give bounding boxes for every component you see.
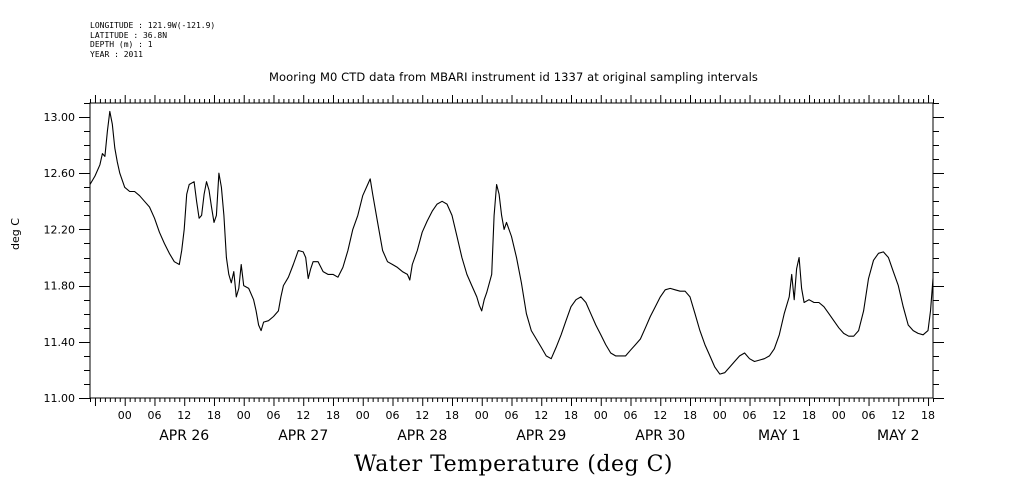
x-axis-title: Water Temperature (deg C) (354, 452, 673, 477)
x-date-label: APR 27 (278, 428, 328, 444)
x-hour-label: 00 (475, 409, 489, 422)
x-hour-label: 18 (802, 409, 816, 422)
x-hour-label: 18 (564, 409, 578, 422)
x-date-label: APR 30 (635, 428, 685, 444)
x-hour-label: 00 (237, 409, 251, 422)
x-date-label: APR 29 (516, 428, 566, 444)
x-hour-label: 06 (743, 409, 757, 422)
x-hour-label: 00 (356, 409, 370, 422)
x-hour-label: 18 (445, 409, 459, 422)
x-hour-label: 12 (891, 409, 905, 422)
x-hour-label: 18 (207, 409, 221, 422)
x-hour-label: 00 (118, 409, 132, 422)
x-hour-label: 18 (683, 409, 697, 422)
x-hour-label: 06 (862, 409, 876, 422)
x-date-label: MAY 2 (877, 428, 919, 444)
x-date-label: APR 26 (159, 428, 209, 444)
temperature-series-line (89, 110, 934, 375)
y-tick-label: 13.00 (44, 111, 76, 124)
latitude-text: LATITUDE : 36.8N (90, 30, 168, 40)
x-hour-label: 12 (296, 409, 310, 422)
x-hour-label: 12 (534, 409, 548, 422)
x-date-label: MAY 1 (758, 428, 800, 444)
y-tick-label: 12.60 (44, 167, 76, 180)
x-hour-label: 06 (266, 409, 280, 422)
x-hour-label: 06 (147, 409, 161, 422)
longitude-text: LONGITUDE : 121.9W(-121.9) (90, 21, 216, 30)
x-hour-label: 12 (415, 409, 429, 422)
y-tick-label: 12.20 (44, 223, 76, 236)
x-hour-label: 18 (921, 409, 935, 422)
y-tick-label: 11.80 (44, 280, 76, 293)
x-hour-label: 00 (594, 409, 608, 422)
y-tick-label: 11.00 (44, 392, 76, 405)
x-hour-label: 12 (653, 409, 667, 422)
year-text: YEAR : 2011 (90, 49, 143, 59)
x-hour-label: 00 (832, 409, 846, 422)
x-hour-label: 06 (624, 409, 638, 422)
x-hour-label: 12 (177, 409, 191, 422)
y-tick-label: 11.40 (44, 336, 76, 349)
plot-frame (89, 102, 934, 399)
x-hour-label: 18 (326, 409, 340, 422)
metadata-block: LONGITUDE : 121.9W(-121.9) LATITUDE : 36… (90, 21, 215, 59)
chart-title: Mooring M0 CTD data from MBARI instrumen… (269, 70, 758, 84)
x-hour-label: 12 (772, 409, 786, 422)
x-date-label: APR 28 (397, 428, 447, 444)
depth-text: DEPTH (m) : 1 (90, 40, 153, 49)
x-hour-label: 00 (713, 409, 727, 422)
x-hour-label: 06 (505, 409, 519, 422)
x-hour-label: 06 (385, 409, 399, 422)
